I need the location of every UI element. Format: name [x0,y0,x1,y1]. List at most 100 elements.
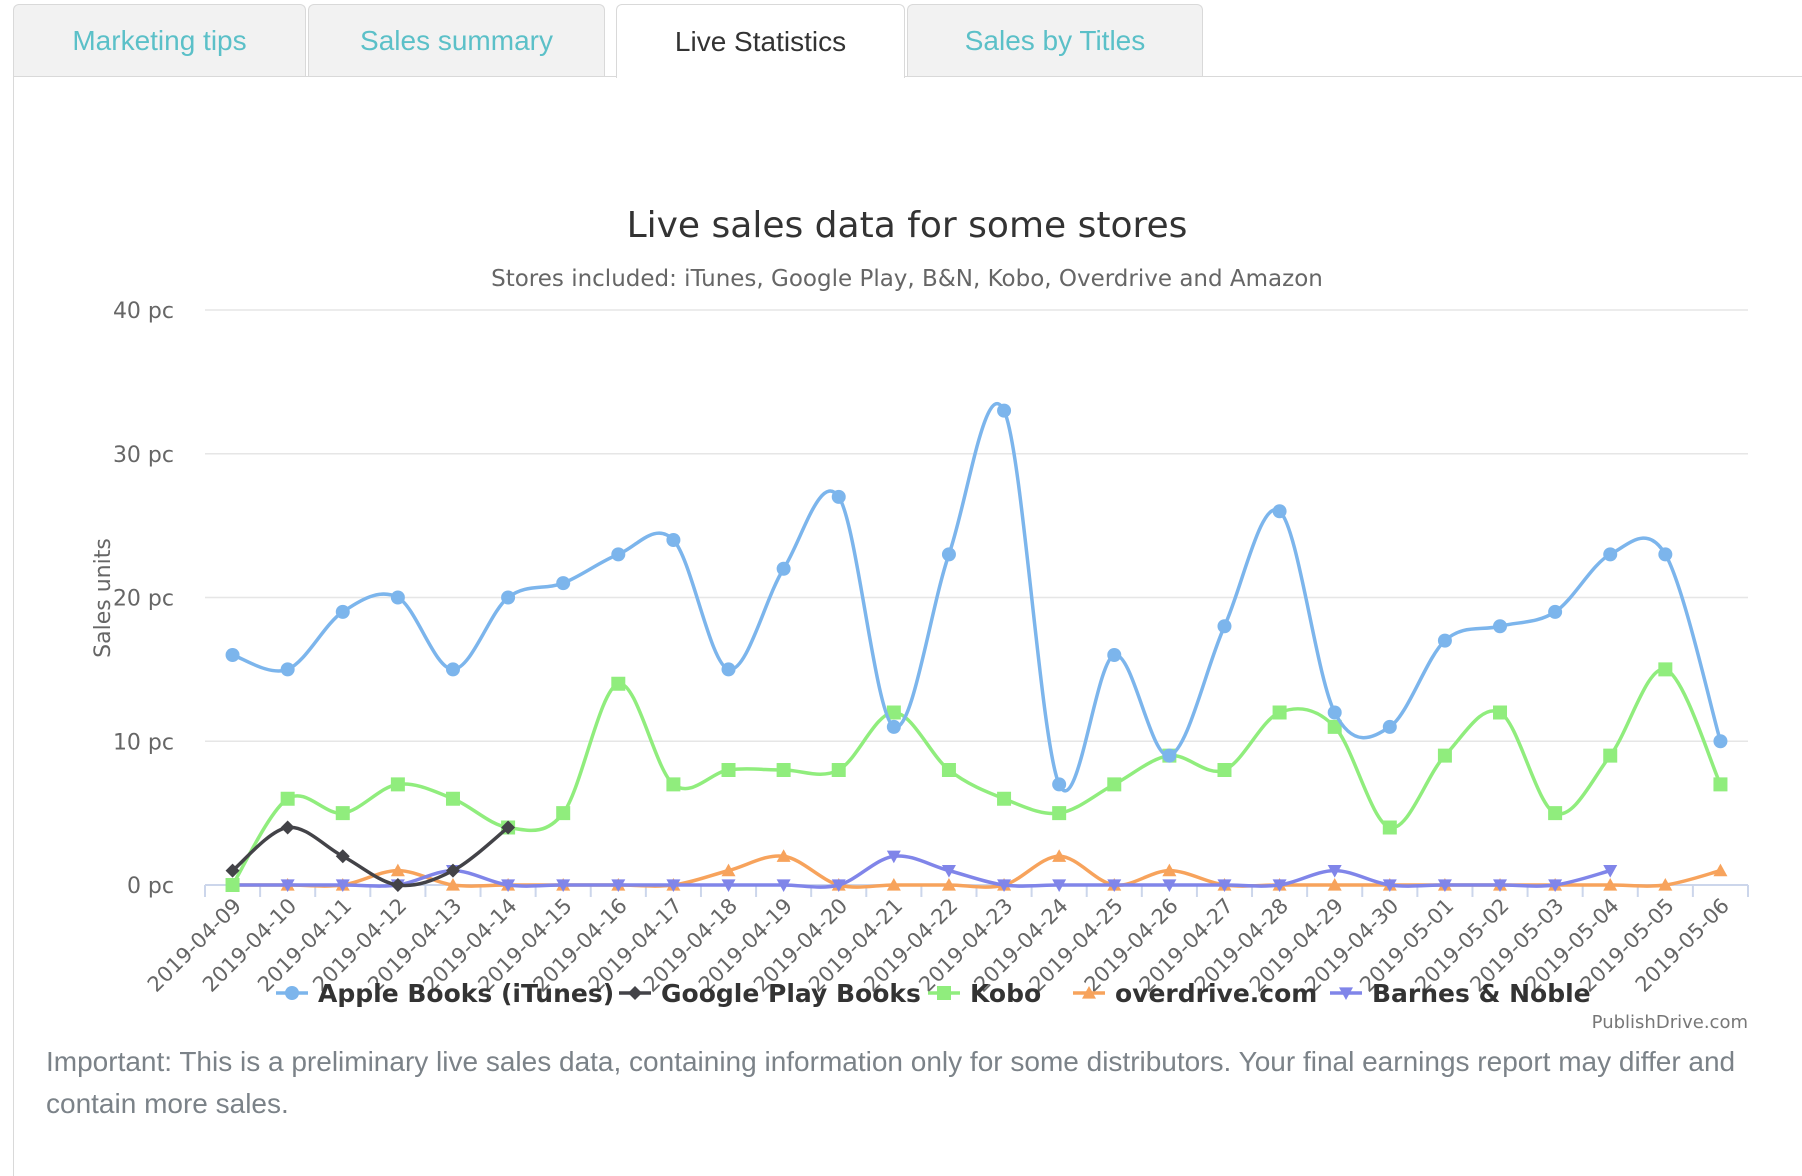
data-point[interactable] [335,879,350,892]
data-point[interactable] [1272,504,1287,519]
legend-item-google-play-books[interactable]: Google Play Books [619,979,921,1008]
data-point[interactable] [501,879,516,892]
data-point[interactable] [941,865,956,878]
data-point[interactable] [556,576,571,591]
data-point[interactable] [556,806,571,821]
data-point[interactable] [941,878,956,891]
data-point[interactable] [1603,865,1618,878]
data-point[interactable] [1327,719,1342,734]
data-point[interactable] [390,863,405,877]
data-point[interactable] [1327,705,1342,720]
data-point[interactable] [280,879,295,892]
data-point[interactable] [1713,734,1728,749]
data-point[interactable] [721,763,736,777]
data-point[interactable] [445,791,460,806]
data-point[interactable] [1382,719,1397,734]
data-point[interactable] [445,662,460,677]
data-point[interactable] [1162,863,1177,877]
data-point[interactable] [390,590,405,605]
data-point[interactable] [1107,648,1122,662]
data-point[interactable] [1162,879,1177,892]
data-point[interactable] [611,676,626,691]
data-point[interactable] [611,879,626,892]
data-point[interactable] [886,705,901,720]
data-point[interactable] [1272,705,1287,720]
data-point[interactable] [1437,748,1452,763]
tab-sales-by-titles[interactable]: Sales by Titles [907,4,1203,76]
data-point[interactable] [1217,763,1232,777]
data-point[interactable] [390,878,405,892]
data-point[interactable] [225,878,240,892]
tab-sales-summary[interactable]: Sales summary [308,4,605,76]
data-point[interactable] [335,604,350,619]
data-point[interactable] [1382,820,1397,835]
data-point[interactable] [1603,547,1618,562]
data-point[interactable] [776,849,791,862]
data-point[interactable] [1493,705,1508,720]
data-point[interactable] [1658,662,1673,677]
data-point[interactable] [225,648,240,662]
data-point[interactable] [501,820,516,835]
data-point[interactable] [1548,806,1563,821]
data-point[interactable] [556,879,571,892]
data-point[interactable] [445,878,460,891]
data-point[interactable] [1603,748,1618,763]
data-point[interactable] [1162,748,1177,763]
data-point[interactable] [776,561,791,576]
data-point[interactable] [1107,879,1122,892]
legend-item-kobo[interactable]: Kobo [928,979,1041,1008]
data-point[interactable] [941,547,956,562]
data-point[interactable] [1052,777,1067,792]
data-point[interactable] [445,863,460,878]
data-point[interactable] [1437,879,1452,892]
data-point[interactable] [666,533,681,547]
data-point[interactable] [831,763,846,777]
data-point[interactable] [831,879,846,892]
data-point[interactable] [1713,777,1728,792]
data-point[interactable] [1052,849,1067,862]
tab-live-statistics[interactable]: Live Statistics [616,4,905,78]
data-point[interactable] [1548,879,1563,892]
data-point[interactable] [886,878,901,891]
data-point[interactable] [1437,633,1452,648]
data-point[interactable] [280,820,295,835]
data-point[interactable] [611,547,626,562]
legend-item-overdrive-com[interactable]: overdrive.com [1073,979,1317,1008]
data-point[interactable] [1052,806,1067,821]
chart-credits[interactable]: PublishDrive.com [1592,1012,1748,1033]
data-point[interactable] [1658,547,1673,562]
data-point[interactable] [776,763,791,777]
tab-marketing-tips[interactable]: Marketing tips [13,4,306,76]
data-point[interactable] [1327,878,1342,891]
data-point[interactable] [1493,879,1508,892]
data-point[interactable] [335,806,350,821]
data-point[interactable] [1548,604,1563,619]
data-point[interactable] [1217,619,1232,634]
data-point[interactable] [666,879,681,892]
legend-item-apple-books-itunes[interactable]: Apple Books (iTunes) [276,979,614,1008]
data-point[interactable] [335,849,350,864]
data-point[interactable] [1272,879,1287,892]
data-point[interactable] [1107,777,1122,792]
legend-item-barnes-noble[interactable]: Barnes & Noble [1330,979,1591,1008]
data-point[interactable] [997,791,1012,806]
data-point[interactable] [1217,879,1232,892]
data-point[interactable] [886,850,901,864]
data-point[interactable] [1382,879,1397,892]
data-point[interactable] [721,863,736,877]
data-point[interactable] [1493,619,1508,634]
data-point[interactable] [390,777,405,792]
data-point[interactable] [666,777,681,792]
data-point[interactable] [997,879,1012,892]
data-point[interactable] [886,719,901,734]
data-point[interactable] [1713,863,1728,877]
data-point[interactable] [721,662,736,677]
data-point[interactable] [1327,865,1342,878]
data-point[interactable] [1052,879,1067,892]
data-point[interactable] [997,403,1012,418]
data-point[interactable] [280,791,295,806]
data-point[interactable] [721,879,736,892]
data-point[interactable] [225,863,240,878]
data-point[interactable] [776,879,791,892]
data-point[interactable] [501,590,516,605]
